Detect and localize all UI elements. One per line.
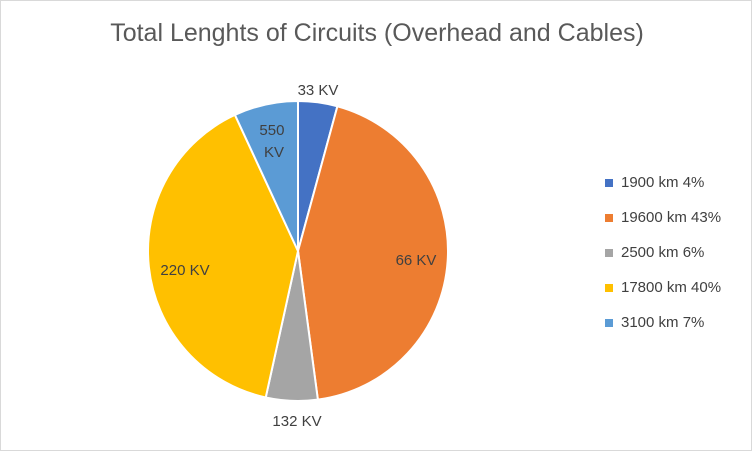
- legend-swatch: [605, 178, 613, 187]
- legend-item-550kv: 3100 km 7%: [605, 313, 721, 332]
- pie-slice-220kv: [147, 113, 300, 399]
- legend-swatch: [605, 248, 613, 257]
- data-label-33kv: 33 KV: [298, 82, 339, 99]
- legend-label: 1900 km 4%: [621, 174, 705, 191]
- legend-item-132kv: 2500 km 6%: [605, 243, 721, 262]
- pie-slice-66kv: [296, 105, 449, 401]
- legend-label: 2500 km 6%: [621, 244, 705, 261]
- legend-label: 17800 km 40%: [621, 279, 722, 296]
- legend-swatch: [605, 318, 613, 327]
- data-label-220kv: 220 KV: [160, 262, 209, 279]
- data-label-550kv: 550 KV: [259, 122, 288, 161]
- chart-title: Total Lenghts of Circuits (Overhead and …: [110, 19, 644, 47]
- legend-item-66kv: 19600 km 43%: [605, 208, 721, 227]
- legend-label: 19600 km 43%: [621, 209, 722, 226]
- data-label-66kv: 66 KV: [396, 252, 437, 269]
- data-label-132kv: 132 KV: [272, 413, 321, 430]
- pie-slice-550kv: [233, 99, 299, 252]
- legend-item-220kv: 17800 km 40%: [605, 278, 721, 297]
- legend-swatch: [605, 213, 613, 222]
- legend-swatch: [605, 283, 613, 292]
- legend: 1900 km 4% 19600 km 43% 2500 km 6% 17800…: [605, 173, 721, 348]
- legend-item-33kv: 1900 km 4%: [605, 173, 721, 192]
- legend-label: 3100 km 7%: [621, 314, 705, 331]
